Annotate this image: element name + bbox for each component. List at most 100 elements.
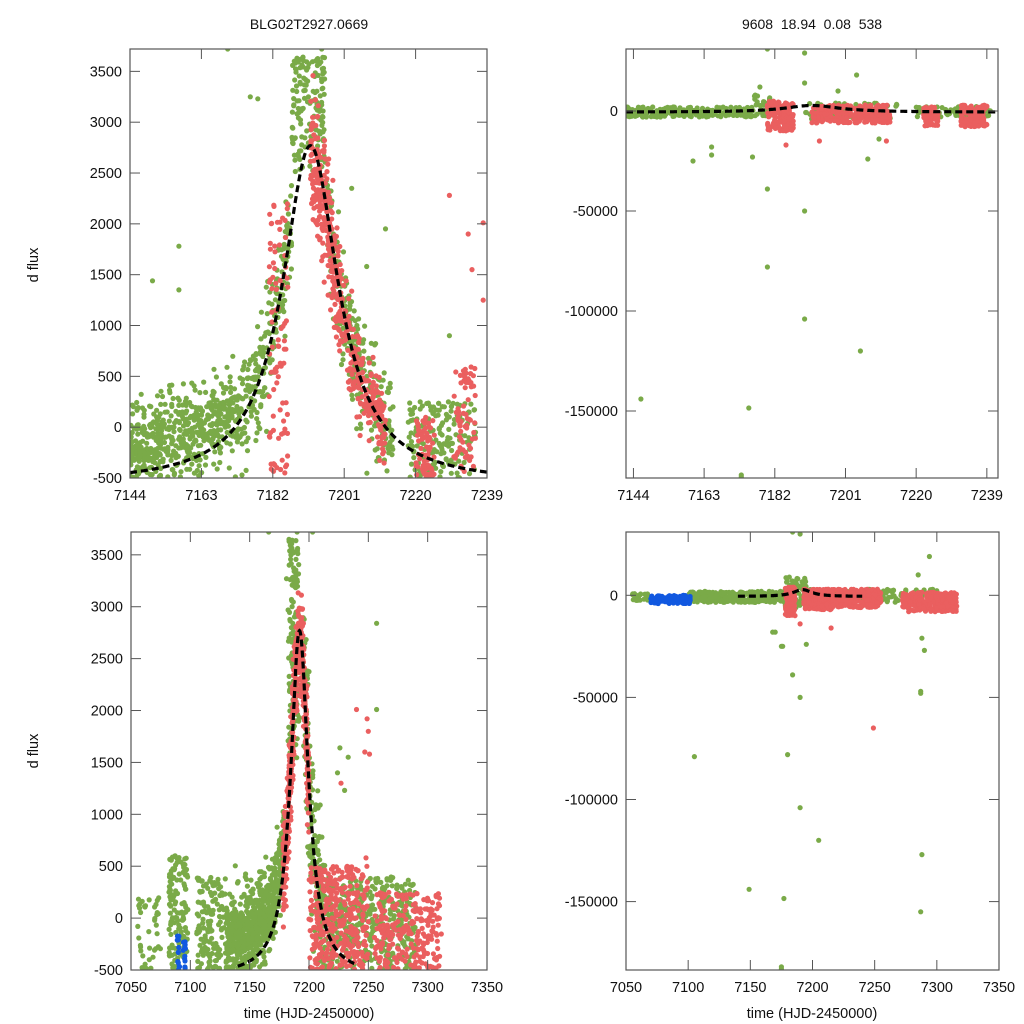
data-point-green [295, 551, 301, 557]
data-point-red [313, 188, 319, 194]
data-point-green [177, 445, 183, 451]
data-point-red [456, 434, 463, 440]
data-point-red [834, 118, 841, 124]
data-point-green [230, 923, 236, 930]
data-point-green [166, 884, 172, 890]
data-point-green [297, 156, 303, 162]
data-point-red [314, 114, 320, 120]
data-point-red [346, 296, 352, 302]
data-point-green [407, 400, 413, 406]
data-point-green [242, 874, 248, 880]
title-left: BLG02T2927.0669 [250, 16, 369, 32]
data-point-green [130, 434, 134, 440]
data-point-green [378, 879, 384, 886]
data-point-green [228, 389, 234, 395]
data-point-green [214, 466, 220, 472]
data-point-green [192, 424, 198, 430]
data-point-red [335, 253, 341, 259]
data-point-red [266, 393, 272, 400]
data-point-green [159, 419, 165, 425]
data-point-green [402, 881, 408, 887]
data-point-green [305, 850, 312, 856]
data-point-green [239, 472, 245, 478]
data-point-green [235, 941, 241, 948]
data-point-red [328, 263, 334, 270]
data-point-green [135, 422, 141, 428]
data-point-green [408, 439, 415, 445]
model-curve [626, 103, 998, 114]
data-point-green [216, 966, 222, 970]
data-point-green [130, 444, 135, 450]
data-point-green [279, 306, 285, 312]
data-point-green [160, 459, 166, 465]
data-point-red [887, 114, 893, 120]
data-point-green [206, 907, 212, 913]
data-point-red [465, 376, 471, 382]
data-point-red [413, 460, 419, 466]
data-point-green [370, 928, 376, 934]
data-point-green [181, 881, 187, 887]
data-point-green [373, 880, 379, 886]
data-point-green [261, 949, 267, 955]
data-point-red [269, 344, 275, 350]
data-point-red [772, 117, 778, 123]
data-point-green [200, 916, 206, 922]
data-point-red [325, 292, 331, 298]
outlier-point [802, 208, 808, 214]
data-point-green [296, 715, 302, 721]
data-point-green [264, 933, 270, 940]
data-point-green [209, 935, 215, 941]
data-point-green [170, 467, 176, 473]
data-point-red [337, 310, 343, 316]
data-point-red [932, 122, 938, 128]
data-point-red [922, 116, 928, 122]
data-point-green [233, 406, 239, 413]
data-point-green [313, 802, 319, 808]
data-point-green [168, 891, 174, 898]
data-point-red [366, 403, 372, 409]
data-point-green [290, 137, 296, 143]
data-point-green [443, 417, 449, 423]
data-point-red [349, 288, 355, 294]
data-point-green [417, 399, 423, 405]
data-point-green [256, 368, 262, 374]
data-point-green [261, 349, 267, 355]
data-point-red [332, 301, 338, 307]
data-point-green [466, 471, 473, 477]
data-point-green [310, 88, 316, 94]
data-point-green [192, 387, 198, 393]
data-point-red [380, 451, 386, 457]
data-point-red [369, 384, 375, 390]
data-point-red [345, 347, 351, 353]
data-point-green [255, 324, 261, 330]
data-point-red [273, 286, 279, 292]
data-point-green [254, 934, 260, 940]
data-point-green [191, 412, 197, 418]
data-point-green [221, 385, 227, 391]
data-point-red [421, 458, 427, 464]
data-point-green [250, 886, 256, 892]
data-point-green [224, 967, 230, 970]
data-point-green [389, 427, 395, 433]
data-point-green [176, 871, 182, 877]
data-point-red [321, 215, 327, 221]
data-point-red [280, 215, 286, 221]
data-point-red [271, 461, 277, 467]
outlier-point [465, 231, 471, 237]
data-point-green [294, 88, 300, 95]
data-point-green [175, 917, 181, 924]
data-point-green [260, 899, 266, 905]
data-point-green [130, 404, 136, 410]
data-point-green [148, 404, 154, 410]
data-point-green [171, 429, 177, 435]
data-point-green [952, 106, 959, 112]
data-point-green [286, 673, 292, 680]
data-point-green [206, 437, 212, 443]
data-point-green [292, 582, 299, 588]
data-point-green [454, 401, 460, 407]
data-point-red [330, 291, 336, 297]
data-point-red [426, 436, 432, 442]
data-point-red [471, 429, 477, 436]
data-point-green [321, 69, 327, 75]
data-point-red [339, 268, 345, 274]
